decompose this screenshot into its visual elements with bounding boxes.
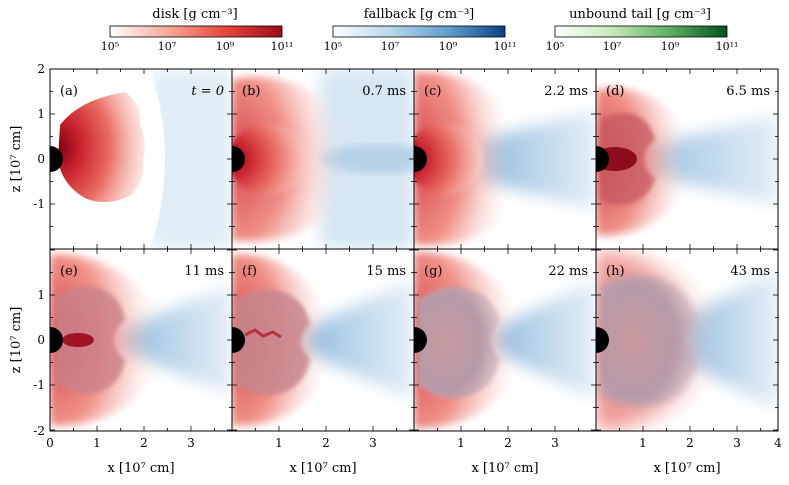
panel-letter: (e) <box>60 264 78 279</box>
x-tick-label: 3 <box>369 436 377 450</box>
panel-g <box>414 249 596 431</box>
panel-time: t = 0 <box>191 84 224 99</box>
central-object <box>596 146 609 172</box>
x-tick-label: 3 <box>187 436 195 450</box>
y-tick-label: 0 <box>37 152 45 166</box>
colorbar-unbound-tick: 10⁵ <box>546 40 564 53</box>
panel-letter: (b) <box>242 84 260 99</box>
y-tick-labels: 2 1 0 -1 1 0 -1 -2 <box>33 62 45 438</box>
x-tick-labels: 0 1 2 3 1 2 3 1 2 3 1 2 3 4 <box>46 436 782 450</box>
panel-time: 2.2 ms <box>544 84 588 99</box>
colorbar-disk-tick: 10¹¹ <box>271 40 294 53</box>
x-axis-title: x [10⁷ cm] <box>107 461 174 476</box>
x-tick-label: 3 <box>551 436 559 450</box>
y-tick-label: -1 <box>33 197 45 211</box>
y-axis-titles: z [10⁷ cm] z [10⁷ cm] <box>9 126 24 374</box>
central-objects <box>50 146 609 353</box>
x-axis-title: x [10⁷ cm] <box>653 461 720 476</box>
panel-e <box>50 249 232 431</box>
colorbar-disk-tick: 10⁵ <box>101 40 119 53</box>
central-object <box>50 327 63 353</box>
colorbar-disk-tick: 10⁹ <box>216 40 235 53</box>
panel-a <box>50 69 232 249</box>
panel-letter: (a) <box>60 84 78 99</box>
x-axis-titles: x [10⁷ cm] x [10⁷ cm] x [10⁷ cm] x [10⁷ … <box>107 461 720 476</box>
central-object <box>232 146 245 172</box>
central-object <box>50 146 63 172</box>
x-axis-title: x [10⁷ cm] <box>289 461 356 476</box>
initial-disk <box>58 92 145 202</box>
y-tick-label: 1 <box>37 288 45 302</box>
x-tick-label: 1 <box>275 436 283 450</box>
y-tick-label: 2 <box>37 62 45 76</box>
y-tick-label: -1 <box>33 378 45 392</box>
panel-labels: (a) t = 0 (b) 0.7 ms (c) 2.2 ms (d) 6.5 … <box>60 84 770 279</box>
axis-ticks <box>49 68 778 431</box>
panel-letter: (h) <box>606 264 625 279</box>
central-object <box>596 327 609 353</box>
panel-h <box>596 249 778 431</box>
colorbar-disk-label: disk [g cm⁻³] <box>152 7 237 22</box>
colorbar-disk-gradient <box>109 25 283 38</box>
panel-c <box>414 69 596 249</box>
x-tick-label: 1 <box>639 436 647 450</box>
panel-time: 22 ms <box>548 264 588 279</box>
panel-letter: (f) <box>242 264 257 279</box>
y-axis-title: z [10⁷ cm] <box>9 307 24 374</box>
panel-d <box>596 69 778 249</box>
panel-time: 11 ms <box>184 264 224 279</box>
central-object <box>414 327 427 353</box>
colorbar-fallback: fallback [g cm⁻³] 10⁵ 10⁷ 10⁹ 10¹¹ <box>324 7 517 53</box>
central-object <box>232 327 245 353</box>
colorbar-unbound-tick: 10⁷ <box>603 40 622 53</box>
central-object <box>414 146 427 172</box>
colorbar-unbound: unbound tail [g cm⁻³] 10⁵ 10⁷ 10⁹ 10¹¹ <box>546 7 739 53</box>
x-tick-label: 2 <box>686 436 694 450</box>
x-tick-label: 2 <box>140 436 148 450</box>
y-axis-title: z [10⁷ cm] <box>9 126 24 193</box>
colorbar-fallback-tick: 10⁵ <box>324 40 342 53</box>
panel-time: 6.5 ms <box>726 84 770 99</box>
colorbar-fallback-label: fallback [g cm⁻³] <box>364 7 475 22</box>
panel-b <box>232 69 414 249</box>
colorbar-unbound-tick: 10¹¹ <box>716 40 739 53</box>
panel-time: 43 ms <box>730 264 770 279</box>
x-tick-label: 3 <box>733 436 741 450</box>
y-tick-label: -2 <box>33 424 45 438</box>
colorbar-fallback-tick: 10⁹ <box>439 40 458 53</box>
colorbar-unbound-gradient <box>554 25 728 38</box>
x-tick-label: 4 <box>774 436 782 450</box>
colorbar-fallback-gradient <box>332 25 506 38</box>
panel-letter: (d) <box>606 84 624 99</box>
colorbar-fallback-tick: 10¹¹ <box>494 40 517 53</box>
panel-letter: (c) <box>424 84 441 99</box>
panel-time: 0.7 ms <box>362 84 406 99</box>
x-axis-title: x [10⁷ cm] <box>471 461 538 476</box>
x-tick-label: 2 <box>504 436 512 450</box>
colorbar-disk: disk [g cm⁻³] 10⁵ 10⁷ 10⁹ 10¹¹ <box>101 7 294 53</box>
panel-letter: (g) <box>424 264 442 279</box>
colorbar-fallback-tick: 10⁷ <box>381 40 400 53</box>
colorbar-disk-tick: 10⁷ <box>158 40 177 53</box>
colorbar-unbound-label: unbound tail [g cm⁻³] <box>569 7 711 22</box>
x-tick-label: 2 <box>322 436 330 450</box>
y-tick-label: 0 <box>37 333 45 347</box>
panel-time: 15 ms <box>366 264 406 279</box>
x-tick-label: 0 <box>46 436 54 450</box>
y-tick-label: 1 <box>37 107 45 121</box>
colorbar-unbound-tick: 10⁹ <box>661 40 680 53</box>
x-tick-label: 1 <box>93 436 101 450</box>
x-tick-label: 1 <box>457 436 465 450</box>
panel-f <box>232 249 414 431</box>
